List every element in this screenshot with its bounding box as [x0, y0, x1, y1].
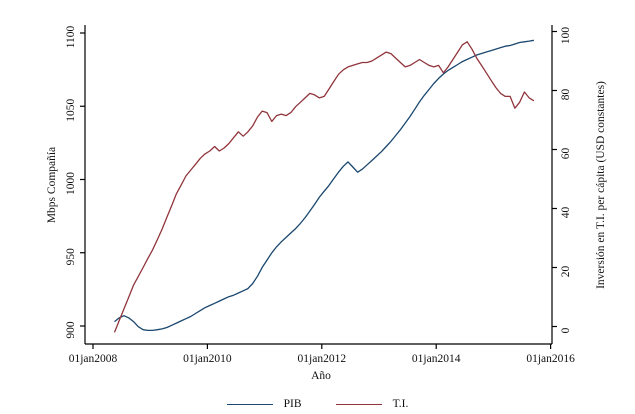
- legend: PIB T.I.: [0, 398, 635, 410]
- y-left-tick-label: 1050: [65, 99, 77, 122]
- y-left-tick-label: 900: [65, 321, 77, 339]
- x-tick-label: 01jan2008: [69, 353, 118, 365]
- x-tick-label: 01jan2014: [412, 353, 461, 365]
- x-tick-label: 01jan2012: [298, 353, 347, 365]
- ti-line-swatch-icon: [335, 403, 382, 405]
- pib-line: [114, 39, 535, 332]
- y-right-tick-label: 100: [560, 27, 572, 45]
- y-right-tick-label: 60: [560, 148, 572, 160]
- legend-item-ti: T.I.: [335, 398, 409, 410]
- y-left-tick-label: 1000: [65, 172, 77, 195]
- x-tick-label: 01jan2010: [183, 353, 232, 365]
- y-left-tick-label: 1100: [65, 25, 77, 48]
- y-right-tick-label: 0: [560, 327, 572, 333]
- y-right-tick-label: 80: [560, 89, 572, 101]
- y-axis-right-title: Inversión en T.I. per cápita (USD consta…: [595, 81, 607, 289]
- y-right-tick-label: 20: [560, 266, 572, 278]
- x-axis-title: Año: [311, 370, 331, 382]
- ti-line: [113, 41, 535, 333]
- y-right-tick-label: 40: [560, 207, 572, 219]
- y-axis-left-title: Mbps Compañía: [46, 146, 58, 224]
- pib-line-swatch-icon: [226, 403, 273, 405]
- y-left-tick-label: 950: [65, 248, 77, 266]
- legend-item-pib: PIB: [226, 398, 302, 410]
- x-tick-label: 01jan2016: [526, 353, 575, 365]
- legend-label-pib: PIB: [283, 398, 302, 410]
- legend-label-ti: T.I.: [392, 398, 409, 410]
